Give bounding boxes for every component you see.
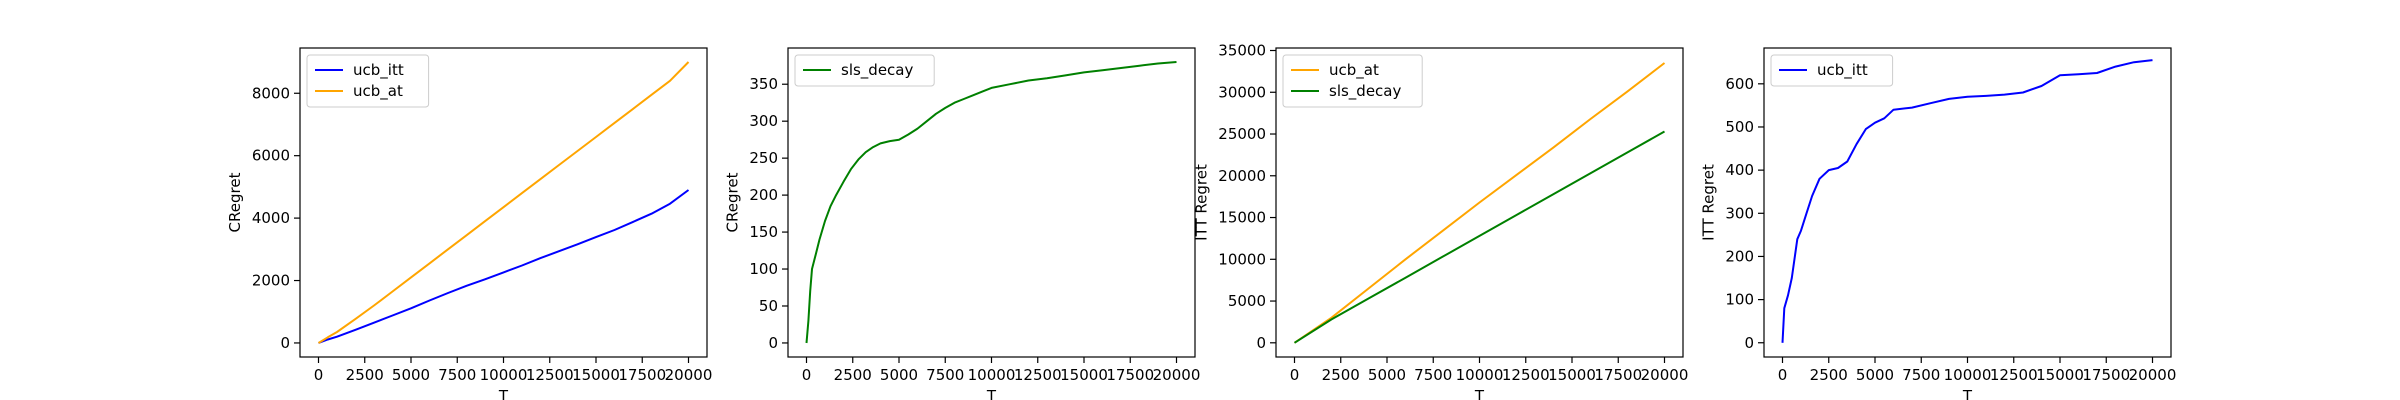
legend-label-ucb_at: ucb_at	[353, 82, 403, 101]
x-axis-label: T	[1474, 387, 1485, 400]
legend-label-ucb_itt: ucb_itt	[353, 61, 404, 80]
legend-label-sls_decay: sls_decay	[1329, 82, 1401, 101]
legend-box	[794, 54, 935, 87]
y-tick-label: 0	[768, 334, 778, 352]
x-tick-label: 5000	[1368, 366, 1406, 384]
legend-box	[306, 54, 430, 108]
x-tick-label: 7500	[1414, 366, 1452, 384]
y-tick-label: 350	[749, 75, 778, 93]
y-tick-label: 35000	[1218, 42, 1266, 60]
x-tick-label: 5000	[1856, 366, 1894, 384]
legend-box	[1282, 54, 1423, 108]
y-tick-label: 50	[759, 297, 778, 315]
y-tick-label: 400	[1725, 161, 1754, 179]
legend: ucb_itt ucb_at	[306, 54, 430, 108]
legend-label-ucb_itt: ucb_itt	[1817, 61, 1868, 80]
y-tick-label: 200	[1725, 247, 1754, 265]
x-tick-label: 15000	[1548, 366, 1596, 384]
x-tick-label: 7500	[926, 366, 964, 384]
x-tick-label: 2500	[1322, 366, 1360, 384]
x-tick-label: 10000	[1456, 366, 1504, 384]
y-axis-label: CRegret	[226, 172, 244, 232]
y-tick-label: 25000	[1218, 125, 1266, 143]
y-axis-label: CRegret	[724, 172, 742, 232]
x-tick-label: 15000	[572, 366, 620, 384]
y-tick-label: 0	[280, 334, 290, 352]
y-tick-label: 4000	[252, 209, 290, 227]
x-tick-label: 15000	[2036, 366, 2084, 384]
x-tick-label: 5000	[880, 366, 918, 384]
series-line-sls_decay	[1293, 130, 1665, 344]
y-tick-label: 100	[749, 260, 778, 278]
x-axis-label: T	[1962, 387, 1973, 400]
y-tick-label: 0	[1256, 334, 1266, 352]
y-axis-label: ITT Regret	[1700, 164, 1718, 241]
legend-label-ucb_at: ucb_at	[1329, 61, 1379, 80]
y-tick-label: 300	[1725, 204, 1754, 222]
x-tick-label: 12500	[1990, 366, 2038, 384]
x-tick-label: 15000	[1060, 366, 1108, 384]
x-tick-label: 10000	[1944, 366, 1992, 384]
series-line-ucb_itt	[318, 189, 690, 344]
chart-3: 0 2500 5000 7500 100001250015000175002000005…	[1193, 42, 1689, 400]
x-tick-label: 0	[802, 366, 812, 384]
x-tick-label: 7500	[438, 366, 476, 384]
y-tick-label: 5000	[1228, 292, 1266, 310]
series-line-ucb_at	[317, 61, 690, 344]
y-tick-label: 30000	[1218, 83, 1266, 101]
y-tick-label: 2000	[252, 272, 290, 290]
legend: ucb_itt	[1770, 54, 1894, 87]
y-tick-label: 250	[749, 149, 778, 167]
x-tick-label: 20000	[1641, 366, 1689, 384]
axes-frame	[787, 47, 1196, 358]
y-tick-label: 8000	[252, 84, 290, 102]
series-line-sls_decay	[805, 61, 1177, 344]
x-tick-label: 10000	[968, 366, 1016, 384]
series-line-ucb_at	[1293, 62, 1666, 344]
x-tick-label: 20000	[2129, 366, 2177, 384]
x-tick-label: 0	[314, 366, 324, 384]
y-tick-label: 6000	[252, 147, 290, 165]
x-tick-label: 17500	[1106, 366, 1154, 384]
x-tick-label: 12500	[1502, 366, 1550, 384]
y-tick-label: 10000	[1218, 250, 1266, 268]
legend-box	[1770, 54, 1894, 87]
legend: sls_decay	[794, 54, 935, 87]
x-tick-label: 12500	[526, 366, 574, 384]
y-tick-label: 100	[1725, 291, 1754, 309]
y-axis-label: ITT Regret	[1193, 164, 1211, 241]
x-axis-label: T	[498, 387, 509, 400]
x-tick-label: 5000	[392, 366, 430, 384]
x-tick-label: 0	[1778, 366, 1788, 384]
y-tick-label: 300	[749, 112, 778, 130]
x-tick-label: 2500	[1810, 366, 1848, 384]
axes-frame	[1763, 47, 2172, 358]
x-tick-label: 17500	[618, 366, 666, 384]
x-tick-label: 12500	[1014, 366, 1062, 384]
y-tick-label: 15000	[1218, 209, 1266, 227]
x-tick-label: 17500	[2082, 366, 2130, 384]
legend: ucb_at sls_decay	[1282, 54, 1423, 108]
y-tick-label: 20000	[1218, 167, 1266, 185]
x-tick-label: 20000	[665, 366, 713, 384]
x-tick-label: 10000	[480, 366, 528, 384]
x-tick-label: 7500	[1902, 366, 1940, 384]
y-tick-label: 150	[749, 223, 778, 241]
legend-label-sls_decay: sls_decay	[841, 61, 913, 80]
y-tick-label: 200	[749, 186, 778, 204]
x-tick-label: 20000	[1153, 366, 1201, 384]
y-tick-label: 600	[1725, 75, 1754, 93]
series-line-ucb_itt	[1781, 59, 2153, 343]
x-tick-label: 0	[1290, 366, 1300, 384]
x-axis-label: T	[986, 387, 997, 400]
y-tick-label: 500	[1725, 118, 1754, 136]
x-tick-label: 2500	[346, 366, 384, 384]
y-tick-label: 0	[1744, 334, 1754, 352]
x-tick-label: 2500	[834, 366, 872, 384]
x-tick-label: 17500	[1594, 366, 1642, 384]
